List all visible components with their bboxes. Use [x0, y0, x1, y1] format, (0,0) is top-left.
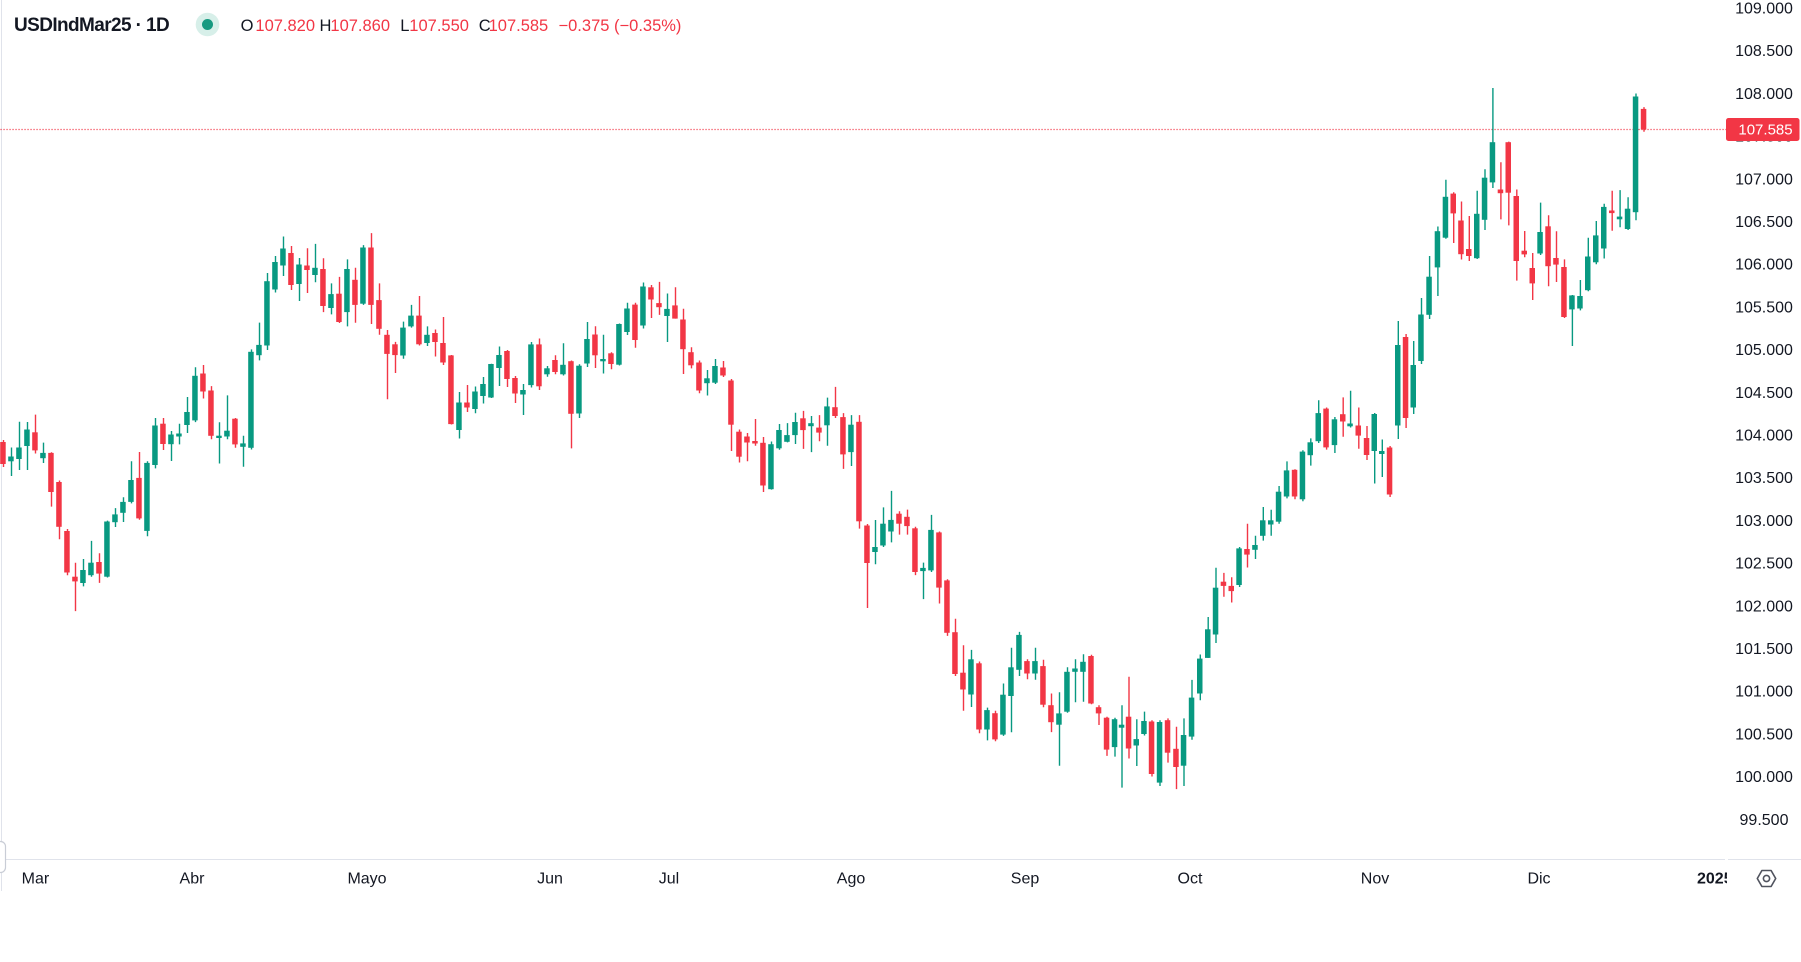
svg-text:−0.375 (−0.35%): −0.375 (−0.35%) [559, 17, 682, 35]
svg-text:USDIndMar25 · 1D: USDIndMar25 · 1D [14, 15, 169, 36]
svg-text:L: L [400, 17, 409, 35]
svg-text:104.500: 104.500 [1735, 385, 1793, 402]
svg-text:Jul: Jul [659, 871, 679, 888]
svg-text:Ago: Ago [837, 871, 866, 888]
svg-text:106.000: 106.000 [1735, 257, 1793, 274]
svg-text:103.000: 103.000 [1735, 513, 1793, 530]
svg-text:Sep: Sep [1011, 871, 1040, 888]
svg-text:107.860: 107.860 [330, 17, 390, 35]
svg-text:105.500: 105.500 [1735, 299, 1793, 316]
svg-text:107.585: 107.585 [489, 17, 549, 35]
svg-text:102.000: 102.000 [1735, 598, 1793, 615]
svg-text:Oct: Oct [1178, 871, 1203, 888]
svg-text:100.500: 100.500 [1735, 726, 1793, 743]
svg-text:106.500: 106.500 [1735, 214, 1793, 231]
svg-text:Nov: Nov [1361, 871, 1389, 888]
svg-text:Dic: Dic [1527, 871, 1550, 888]
svg-text:104.000: 104.000 [1735, 428, 1793, 445]
svg-text:108.000: 108.000 [1735, 86, 1793, 103]
svg-text:101.000: 101.000 [1735, 684, 1793, 701]
svg-text:O: O [241, 17, 254, 35]
svg-text:99.500: 99.500 [1740, 812, 1789, 829]
svg-text:Mayo: Mayo [347, 871, 386, 888]
svg-text:2025: 2025 [1697, 871, 1733, 888]
svg-text:101.500: 101.500 [1735, 641, 1793, 658]
svg-text:Mar: Mar [22, 871, 50, 888]
svg-text:C: C [479, 17, 491, 35]
svg-text:103.500: 103.500 [1735, 470, 1793, 487]
svg-text:107.585: 107.585 [1738, 122, 1792, 139]
svg-text:H: H [320, 17, 332, 35]
svg-text:105.000: 105.000 [1735, 342, 1793, 359]
svg-text:Jun: Jun [537, 871, 563, 888]
svg-text:107.000: 107.000 [1735, 171, 1793, 188]
svg-text:Abr: Abr [180, 871, 206, 888]
svg-text:108.500: 108.500 [1735, 43, 1793, 60]
svg-text:107.820: 107.820 [255, 17, 315, 35]
svg-text:100.000: 100.000 [1735, 769, 1793, 786]
svg-text:109.000: 109.000 [1735, 1, 1793, 18]
svg-text:107.550: 107.550 [409, 17, 469, 35]
svg-text:102.500: 102.500 [1735, 556, 1793, 573]
